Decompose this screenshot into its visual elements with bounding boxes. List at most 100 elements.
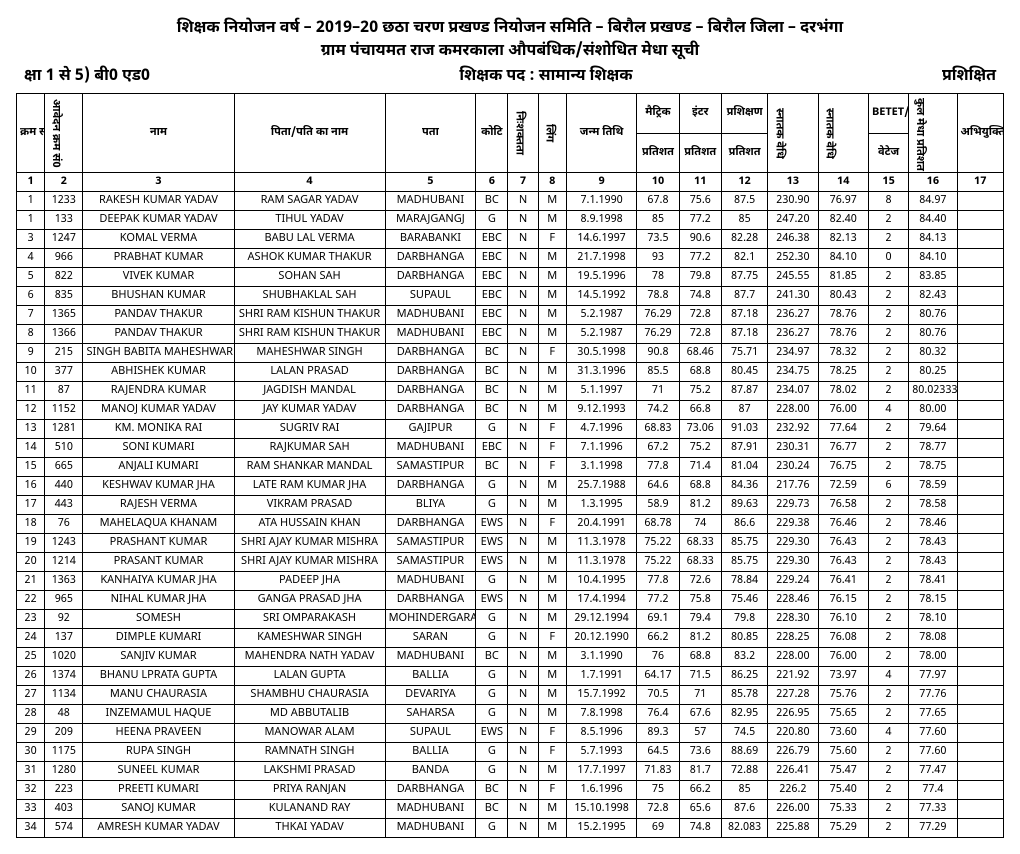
table-cell: 1374 [45,667,83,686]
table-cell: 665 [45,458,83,477]
table-cell: 81.2 [679,629,721,648]
sub-matric-pct: प्रतिशत [637,133,679,173]
table-row: 32223PREETI KUMARIPRIYA RANJANDARBHANGAB… [17,781,1004,800]
table-cell: 74 [679,515,721,534]
table-cell [957,572,1003,591]
table-cell: 84.36 [721,477,767,496]
table-cell: 5.7.1993 [566,743,637,762]
table-cell: 82.95 [721,705,767,724]
table-cell: 80.85 [721,629,767,648]
table-cell: THKAI YADAV [234,819,385,838]
table-cell: SANJIV KUMAR [83,648,234,667]
header-number-row: 1 2 3 4 5 6 7 8 9 10 11 12 13 14 15 16 1… [17,173,1004,192]
table-cell [957,325,1003,344]
table-cell: DARBHANGA [385,591,476,610]
table-cell: 67.8 [637,192,679,211]
table-cell: 68.8 [679,363,721,382]
table-cell: 2 [868,439,908,458]
table-cell: 84.97 [909,192,957,211]
table-cell: 77.2 [679,249,721,268]
table-cell: 5 [17,268,45,287]
table-cell: 246.38 [768,230,818,249]
table-cell: 15.10.1998 [566,800,637,819]
table-cell: 215 [45,344,83,363]
table-cell: N [508,306,538,325]
table-cell: 230.24 [768,458,818,477]
table-cell: 75.47 [818,762,868,781]
table-cell: N [508,705,538,724]
table-cell [957,211,1003,230]
table-cell: 80.00 [909,401,957,420]
table-cell: 85.5 [637,363,679,382]
table-cell: 78.43 [909,534,957,553]
table-cell: 73.6 [679,743,721,762]
table-cell: 1 [17,211,45,230]
table-cell: 86.25 [721,667,767,686]
table-cell: EBC [476,268,508,287]
table-cell: N [508,420,538,439]
table-cell [957,268,1003,287]
table-cell [957,591,1003,610]
table-cell: 10.4.1995 [566,572,637,591]
table-cell: 221.92 [768,667,818,686]
table-cell: 4 [868,401,908,420]
col-matric: मैट्रिक [637,94,679,134]
table-cell: 1280 [45,762,83,781]
table-cell: 229.38 [768,515,818,534]
table-cell: G [476,743,508,762]
table-cell: 72.8 [637,800,679,819]
table-cell: 76.4 [637,705,679,724]
table-cell: 68.33 [679,534,721,553]
table-cell: RAJENDRA KUMAR [83,382,234,401]
merit-list-table: क्रम सं0 आवेदन क्रम सं0 नाम पिता/पति का … [16,93,1004,838]
table-cell: DEEPAK KUMAR YADAV [83,211,234,230]
table-cell: 77.64 [818,420,868,439]
table-cell: PRIYA RANJAN [234,781,385,800]
table-cell: 226.79 [768,743,818,762]
table-cell: KESHWAV KUMAR JHA [83,477,234,496]
table-cell: G [476,496,508,515]
table-cell: RUPA SINGH [83,743,234,762]
table-cell: 229.30 [768,553,818,572]
table-cell: 33 [17,800,45,819]
table-row: 9215SINGH BABITA MAHESHWARMAHESHWAR SING… [17,344,1004,363]
table-cell: SHRI AJAY KUMAR MISHRA [234,553,385,572]
table-cell: EWS [476,534,508,553]
hn-4: 4 [234,173,385,192]
table-cell: 835 [45,287,83,306]
table-cell: N [508,363,538,382]
table-cell: AMRESH KUMAR YADAV [83,819,234,838]
table-cell: PADEEP JHA [234,572,385,591]
table-cell: ABHISHEK KUMAR [83,363,234,382]
table-cell: 1366 [45,325,83,344]
table-cell: 2 [868,363,908,382]
table-row: 191243PRASHANT KUMARSHRI AJAY KUMAR MISH… [17,534,1004,553]
table-cell: LALAN PRASAD [234,363,385,382]
table-cell: 6 [17,287,45,306]
table-cell: N [508,439,538,458]
table-cell: 84.13 [909,230,957,249]
table-cell: 75.2 [679,439,721,458]
table-cell: 72.88 [721,762,767,781]
table-cell: 9 [17,344,45,363]
table-cell: 78.08 [909,629,957,648]
table-cell: PRASHANT KUMAR [83,534,234,553]
table-cell: 75 [637,781,679,800]
table-cell: SHUBHAKLAL SAH [234,287,385,306]
table-cell: G [476,686,508,705]
table-cell: 64.5 [637,743,679,762]
table-cell: 228.25 [768,629,818,648]
table-cell: BC [476,800,508,819]
subhead-right: प्रशिक्षित [942,66,996,87]
table-cell: 19.5.1996 [566,268,637,287]
table-cell: 68.33 [679,553,721,572]
table-cell: 226.41 [768,762,818,781]
table-cell: 14.5.1992 [566,287,637,306]
table-cell: 75.8 [679,591,721,610]
table-cell: 31 [17,762,45,781]
table-cell: N [508,743,538,762]
table-row: 1133DEEPAK KUMAR YADAVTIHUL YADAVMARAJGA… [17,211,1004,230]
table-cell: 76.43 [818,534,868,553]
table-cell: 17.7.1997 [566,762,637,781]
table-cell: 71.5 [679,667,721,686]
